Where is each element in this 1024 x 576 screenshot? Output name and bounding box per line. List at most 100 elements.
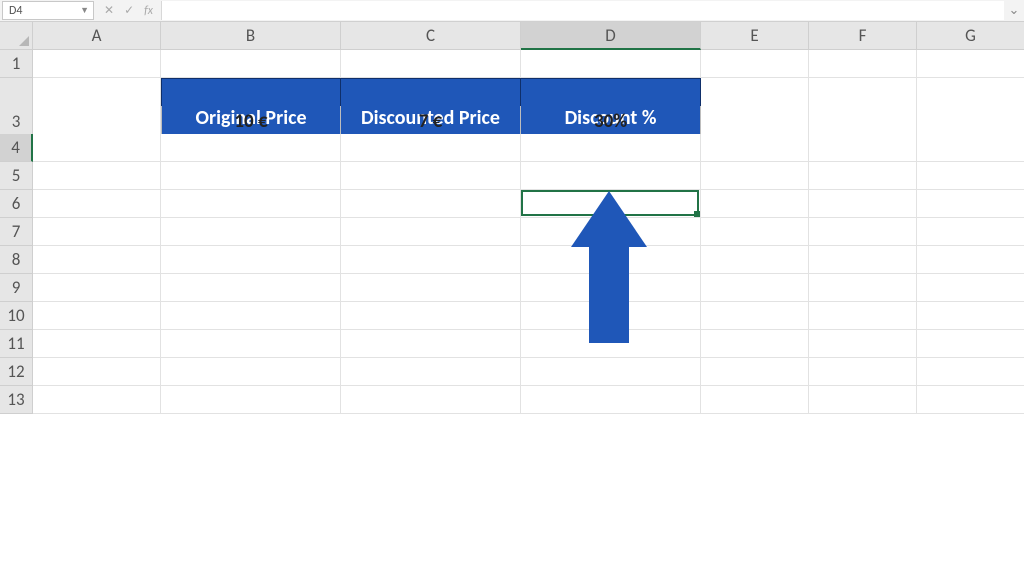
- cell-G7[interactable]: [917, 218, 1024, 246]
- cell-E4[interactable]: [701, 134, 809, 162]
- cell-A6[interactable]: [33, 190, 161, 218]
- cell-F11[interactable]: [809, 330, 917, 358]
- cell-E13[interactable]: [701, 386, 809, 414]
- cell-G6[interactable]: [917, 190, 1024, 218]
- fx-icon[interactable]: fx: [144, 4, 153, 18]
- cell-D10[interactable]: [521, 302, 701, 330]
- cell-D4[interactable]: [521, 134, 701, 162]
- row-header-10[interactable]: 10: [0, 302, 33, 330]
- row-header-7[interactable]: 7: [0, 218, 33, 246]
- cell-G8[interactable]: [917, 246, 1024, 274]
- cell-D12[interactable]: [521, 358, 701, 386]
- cell-G10[interactable]: [917, 302, 1024, 330]
- select-all-corner[interactable]: [0, 22, 33, 50]
- row-header-5[interactable]: 5: [0, 162, 33, 190]
- cell-G13[interactable]: [917, 386, 1024, 414]
- cell-F1[interactable]: [809, 50, 917, 78]
- cell-G1[interactable]: [917, 50, 1024, 78]
- cell-A12[interactable]: [33, 358, 161, 386]
- row-header-1[interactable]: 1: [0, 50, 33, 78]
- cell-D13[interactable]: [521, 386, 701, 414]
- cell-F7[interactable]: [809, 218, 917, 246]
- cell-B6[interactable]: [161, 190, 341, 218]
- cell-B12[interactable]: [161, 358, 341, 386]
- cell-E6[interactable]: [701, 190, 809, 218]
- name-box[interactable]: D4 ▼: [2, 1, 94, 20]
- cell-D1[interactable]: [521, 50, 701, 78]
- cell-A4[interactable]: [33, 134, 161, 162]
- cell-E10[interactable]: [701, 302, 809, 330]
- cell-A11[interactable]: [33, 330, 161, 358]
- cell-A7[interactable]: [33, 218, 161, 246]
- cell-A5[interactable]: [33, 162, 161, 190]
- cell-E8[interactable]: [701, 246, 809, 274]
- cell-D7[interactable]: [521, 218, 701, 246]
- cell-C1[interactable]: [341, 50, 521, 78]
- col-header-A[interactable]: A: [33, 22, 161, 50]
- cell-F13[interactable]: [809, 386, 917, 414]
- cell-A9[interactable]: [33, 274, 161, 302]
- cell-D6[interactable]: [521, 190, 701, 218]
- formula-expand-icon[interactable]: ⌄: [1004, 0, 1024, 21]
- cell-D8[interactable]: [521, 246, 701, 274]
- row-header-4[interactable]: 4: [0, 134, 33, 162]
- col-header-E[interactable]: E: [701, 22, 809, 50]
- row-header-11[interactable]: 11: [0, 330, 33, 358]
- cell-G4[interactable]: [917, 134, 1024, 162]
- cell-B10[interactable]: [161, 302, 341, 330]
- cell-A13[interactable]: [33, 386, 161, 414]
- spreadsheet-grid[interactable]: A B C D E F G 1 2 Original Price Discoun…: [0, 22, 1024, 414]
- cell-E9[interactable]: [701, 274, 809, 302]
- cell-B11[interactable]: [161, 330, 341, 358]
- cell-F6[interactable]: [809, 190, 917, 218]
- cell-E11[interactable]: [701, 330, 809, 358]
- row-header-12[interactable]: 12: [0, 358, 33, 386]
- col-header-C[interactable]: C: [341, 22, 521, 50]
- cell-A10[interactable]: [33, 302, 161, 330]
- cell-B9[interactable]: [161, 274, 341, 302]
- cell-C10[interactable]: [341, 302, 521, 330]
- cell-F10[interactable]: [809, 302, 917, 330]
- row-header-6[interactable]: 6: [0, 190, 33, 218]
- cell-B5[interactable]: [161, 162, 341, 190]
- cell-B4[interactable]: [161, 134, 341, 162]
- col-header-D[interactable]: D: [521, 22, 701, 50]
- cancel-icon[interactable]: ✕: [104, 3, 114, 18]
- cell-C13[interactable]: [341, 386, 521, 414]
- cell-F9[interactable]: [809, 274, 917, 302]
- row-header-13[interactable]: 13: [0, 386, 33, 414]
- cell-F12[interactable]: [809, 358, 917, 386]
- cell-E5[interactable]: [701, 162, 809, 190]
- cell-C7[interactable]: [341, 218, 521, 246]
- cell-E1[interactable]: [701, 50, 809, 78]
- cell-G5[interactable]: [917, 162, 1024, 190]
- cell-C6[interactable]: [341, 190, 521, 218]
- cell-C8[interactable]: [341, 246, 521, 274]
- cell-B13[interactable]: [161, 386, 341, 414]
- cell-F4[interactable]: [809, 134, 917, 162]
- col-header-B[interactable]: B: [161, 22, 341, 50]
- cell-B7[interactable]: [161, 218, 341, 246]
- row-header-8[interactable]: 8: [0, 246, 33, 274]
- cell-C9[interactable]: [341, 274, 521, 302]
- cell-A8[interactable]: [33, 246, 161, 274]
- formula-input[interactable]: [161, 1, 1004, 20]
- cell-B8[interactable]: [161, 246, 341, 274]
- col-header-G[interactable]: G: [917, 22, 1024, 50]
- cell-C4[interactable]: [341, 134, 521, 162]
- accept-icon[interactable]: ✓: [124, 3, 134, 18]
- cell-C5[interactable]: [341, 162, 521, 190]
- cell-G9[interactable]: [917, 274, 1024, 302]
- cell-F5[interactable]: [809, 162, 917, 190]
- cell-E7[interactable]: [701, 218, 809, 246]
- row-header-9[interactable]: 9: [0, 274, 33, 302]
- cell-C12[interactable]: [341, 358, 521, 386]
- cell-G12[interactable]: [917, 358, 1024, 386]
- cell-D5[interactable]: [521, 162, 701, 190]
- cell-D11[interactable]: [521, 330, 701, 358]
- cell-C11[interactable]: [341, 330, 521, 358]
- cell-E12[interactable]: [701, 358, 809, 386]
- cell-A1[interactable]: [33, 50, 161, 78]
- cell-G11[interactable]: [917, 330, 1024, 358]
- cell-D9[interactable]: [521, 274, 701, 302]
